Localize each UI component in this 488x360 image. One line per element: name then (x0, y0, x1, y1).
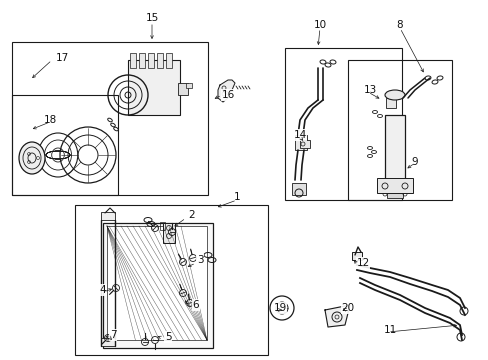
Bar (376, 178, 412, 193)
Text: 20: 20 (341, 303, 354, 313)
Text: 19: 19 (273, 303, 286, 313)
Bar (160, 222, 164, 230)
Text: 1: 1 (233, 192, 240, 202)
Bar (12, 42, 207, 195)
Text: 14: 14 (293, 130, 306, 140)
Ellipse shape (384, 90, 404, 100)
Bar (139, 53, 145, 68)
Bar (299, 140, 309, 148)
Bar (12, 95, 118, 195)
Text: 9: 9 (411, 157, 417, 167)
Polygon shape (218, 80, 235, 102)
Bar (75, 205, 267, 355)
Text: 2: 2 (188, 210, 195, 220)
Bar (185, 83, 192, 88)
Text: 3: 3 (196, 255, 203, 265)
Text: 10: 10 (313, 20, 326, 30)
Bar (107, 226, 206, 340)
Text: 17: 17 (55, 53, 68, 63)
Text: 5: 5 (164, 332, 171, 342)
Bar (291, 183, 305, 195)
Bar (130, 53, 136, 68)
Text: 12: 12 (356, 258, 369, 268)
Text: 8: 8 (396, 20, 403, 30)
Bar (157, 53, 163, 68)
Bar (380, 180, 408, 190)
Bar (165, 53, 172, 68)
Bar (347, 60, 451, 200)
Ellipse shape (19, 142, 45, 174)
Bar (101, 212, 115, 220)
Bar (128, 60, 180, 115)
Bar (294, 135, 306, 150)
Text: 13: 13 (363, 85, 376, 95)
Text: 16: 16 (221, 90, 234, 100)
Bar (103, 223, 213, 348)
Text: 15: 15 (145, 13, 158, 23)
Text: 6: 6 (192, 300, 199, 310)
Bar (178, 83, 187, 95)
Bar (384, 115, 404, 185)
Bar (351, 252, 361, 260)
Bar (385, 98, 395, 108)
Bar (386, 190, 402, 198)
Text: 11: 11 (383, 325, 396, 335)
Bar (148, 53, 154, 68)
Text: 7: 7 (109, 330, 116, 340)
Bar (163, 223, 175, 243)
Text: 18: 18 (43, 115, 57, 125)
Polygon shape (325, 305, 349, 327)
Text: 4: 4 (100, 285, 106, 295)
Bar (285, 48, 401, 200)
Bar (101, 338, 115, 346)
